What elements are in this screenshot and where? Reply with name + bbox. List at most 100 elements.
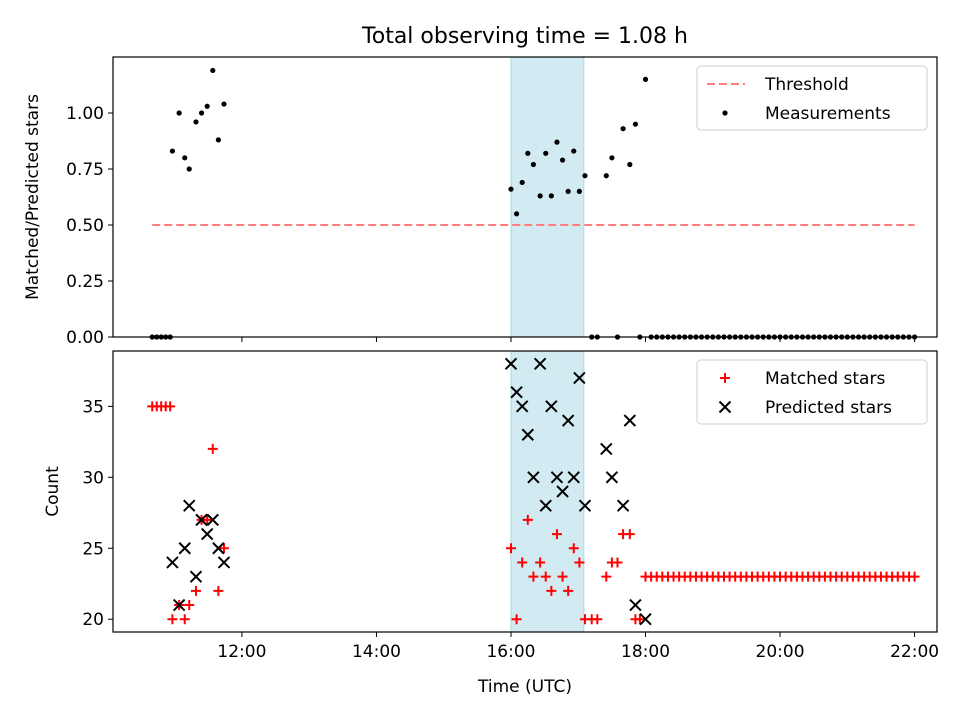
predicted-star-marker bbox=[629, 598, 642, 612]
matched-star-marker bbox=[551, 529, 562, 540]
matched-star-marker bbox=[535, 557, 546, 568]
matched-star-marker bbox=[574, 557, 585, 568]
predicted-star-marker bbox=[195, 513, 208, 527]
y-tick-label: 0.25 bbox=[66, 272, 104, 292]
measurement-point bbox=[603, 173, 609, 179]
matched-star-marker bbox=[517, 557, 528, 568]
measurement-point bbox=[186, 166, 192, 172]
matched-star-marker bbox=[218, 543, 229, 554]
measurement-point bbox=[554, 139, 560, 145]
predicted-star-marker bbox=[600, 442, 613, 456]
matched-star-marker bbox=[167, 614, 178, 625]
measurement-point bbox=[182, 155, 188, 161]
measurement-point bbox=[519, 179, 525, 186]
axes-frame bbox=[112, 350, 938, 633]
measurement-point bbox=[193, 119, 199, 125]
predicted-star-marker bbox=[545, 400, 558, 413]
predicted-star-marker bbox=[166, 556, 179, 569]
x-tick-label: 22:00 bbox=[890, 642, 939, 662]
x-tick-label: 14:00 bbox=[352, 642, 401, 662]
measurement-point bbox=[642, 76, 649, 82]
predicted-star-marker bbox=[217, 556, 231, 569]
matched-star-marker bbox=[511, 614, 522, 625]
predicted-star-marker bbox=[561, 414, 575, 427]
measurement-point bbox=[204, 103, 210, 109]
y-tick-label: 1.00 bbox=[66, 104, 104, 124]
measurement-point bbox=[632, 121, 639, 127]
measurement-point bbox=[508, 186, 514, 192]
matched-star-marker bbox=[546, 585, 557, 596]
matched-star-marker bbox=[592, 614, 603, 625]
y-tick-label: 20 bbox=[82, 610, 104, 630]
legend-measurement-handle bbox=[722, 110, 728, 116]
x-tick-label: 18:00 bbox=[621, 642, 670, 662]
axes-frame bbox=[112, 56, 938, 338]
predicted-star-marker bbox=[556, 485, 569, 498]
predicted-star-marker bbox=[550, 471, 564, 484]
measurement-point bbox=[530, 161, 537, 168]
legend-predicted-handle bbox=[718, 400, 732, 414]
measurement-point bbox=[215, 137, 221, 143]
legend-matched-handle bbox=[720, 373, 730, 383]
measurement-point bbox=[543, 150, 549, 156]
legend-label: Threshold bbox=[764, 75, 849, 95]
matched-star-marker bbox=[184, 600, 195, 611]
measurement-point bbox=[627, 161, 633, 168]
measurement-point bbox=[169, 148, 176, 154]
measurement-point bbox=[576, 188, 582, 194]
measurement-point bbox=[571, 148, 577, 154]
observing-span bbox=[510, 56, 585, 338]
measurement-point bbox=[609, 155, 615, 161]
y-axis-label: Matched/Predicted stars bbox=[23, 94, 43, 300]
x-axis-label: Time (UTC) bbox=[477, 677, 572, 697]
y-tick-label: 0.00 bbox=[66, 328, 104, 348]
y-tick-label: 0.50 bbox=[66, 216, 104, 236]
legend-label: Predicted stars bbox=[765, 398, 892, 418]
legend-label: Matched stars bbox=[765, 369, 885, 389]
matched-star-marker bbox=[568, 543, 579, 554]
measurement-point bbox=[559, 157, 566, 163]
measurement-point bbox=[198, 110, 205, 116]
matched-star-marker bbox=[522, 514, 533, 525]
predicted-star-marker bbox=[212, 542, 225, 555]
matched-star-marker bbox=[179, 614, 190, 625]
matched-star-marker bbox=[165, 401, 176, 412]
predicted-star-marker bbox=[183, 499, 196, 512]
observing-span bbox=[510, 350, 585, 633]
measurement-point bbox=[548, 193, 554, 199]
matched-star-marker bbox=[601, 571, 612, 582]
measurement-point bbox=[210, 67, 216, 74]
predicted-star-marker bbox=[515, 400, 529, 413]
matched-star-marker bbox=[190, 585, 201, 596]
y-tick-label: 0.75 bbox=[66, 160, 104, 180]
x-tick-label: 20:00 bbox=[756, 642, 805, 662]
predicted-star-marker bbox=[567, 471, 580, 484]
measurement-point bbox=[525, 150, 531, 156]
predicted-star-marker bbox=[178, 542, 191, 555]
matched-star-marker bbox=[624, 529, 635, 540]
legend: Matched stars Predicted stars bbox=[696, 359, 928, 425]
y-tick-label: 25 bbox=[82, 539, 104, 559]
bottom-panel: 12:00 14:00 16:00 18:00 20:00 22:00 20 25 30 35 Co… bbox=[43, 350, 939, 697]
matched-star-marker bbox=[563, 585, 574, 596]
predicted-star-marker bbox=[200, 527, 214, 541]
predicted-star-marker bbox=[605, 471, 619, 484]
matched-star-marker bbox=[909, 571, 920, 582]
y-axis-label: Count bbox=[43, 466, 63, 517]
legend-label: Measurements bbox=[765, 104, 891, 124]
predicted-star-marker bbox=[539, 499, 552, 512]
predicted-star-marker bbox=[521, 428, 535, 441]
measurement-point bbox=[565, 188, 571, 194]
predicted-star-marker bbox=[510, 385, 523, 399]
predicted-star-marker bbox=[527, 471, 540, 484]
matched-star-marker bbox=[634, 614, 645, 625]
top-panel: 0.00 0.25 0.50 0.75 1.00 Matched/Predicted st… bbox=[23, 56, 938, 348]
predicted-star-marker bbox=[172, 598, 186, 612]
predicted-star-marker bbox=[578, 499, 592, 512]
predicted-star-marker bbox=[206, 513, 219, 527]
legend-box bbox=[696, 65, 928, 131]
predicted-star-marker bbox=[616, 499, 630, 512]
predicted-star-marker bbox=[533, 357, 547, 370]
measurement-point bbox=[620, 126, 626, 132]
